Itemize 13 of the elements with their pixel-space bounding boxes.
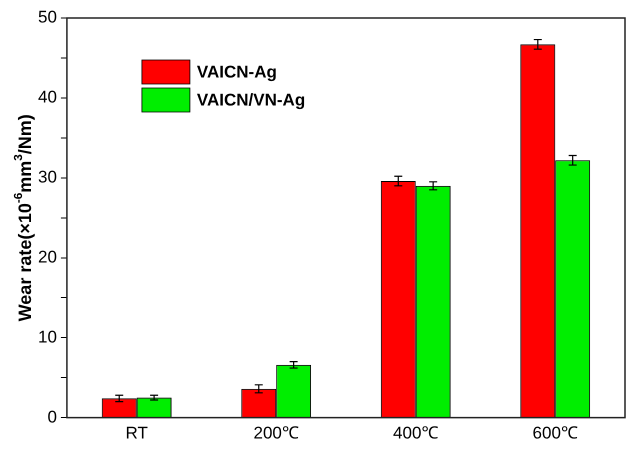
y-tick-label: 10	[38, 327, 57, 346]
x-tick-label: 600℃	[532, 423, 578, 442]
y-tick-label: 50	[38, 8, 57, 27]
y-tick-label: 30	[38, 168, 57, 187]
legend-label: VAICN-Ag	[196, 62, 277, 82]
x-tick-label: 200℃	[254, 423, 299, 442]
y-tick-label: 40	[38, 88, 57, 107]
y-tick-label: 20	[38, 247, 57, 266]
legend-label: VAICN/VN-Ag	[196, 90, 306, 110]
y-tick-label: 0	[47, 407, 57, 426]
x-tick-label: RT	[125, 423, 148, 442]
y-axis-title: Wear rate(×10-6mm3/Nm)	[12, 114, 35, 322]
x-tick-label: 400℃	[393, 423, 438, 442]
